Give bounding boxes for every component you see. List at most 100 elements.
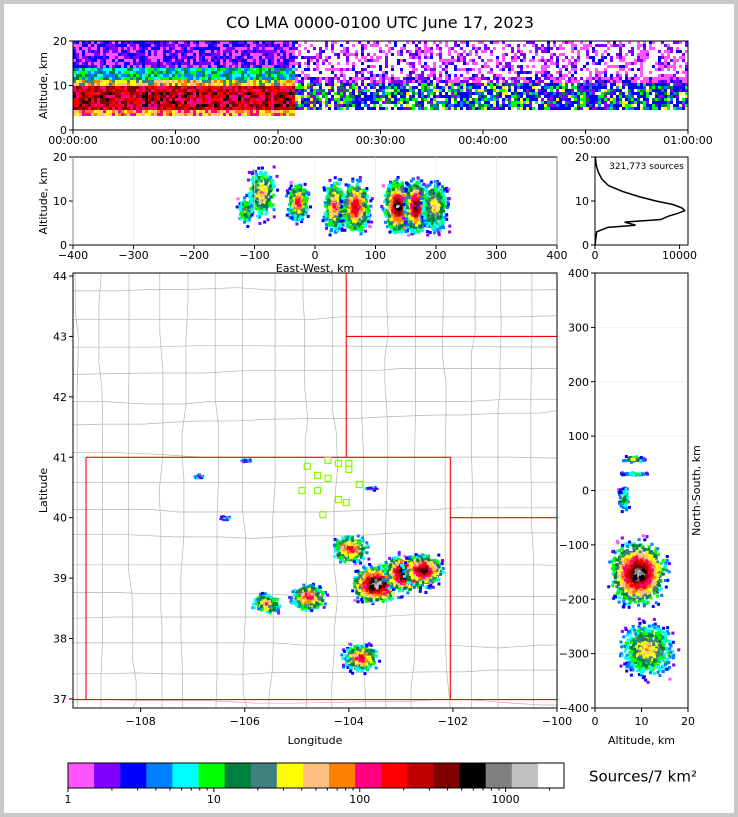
time-height-bin	[103, 47, 106, 50]
time-height-bin	[145, 92, 148, 95]
ew-bin	[246, 205, 250, 209]
time-height-bin	[673, 41, 676, 44]
time-height-bin	[622, 65, 625, 68]
time-height-bin	[175, 44, 178, 47]
time-height-bin	[151, 53, 154, 56]
time-height-bin	[538, 77, 541, 80]
time-height-bin	[346, 41, 349, 44]
time-height-bin	[73, 77, 76, 80]
time-height-bin	[175, 80, 178, 83]
time-height-bin	[655, 68, 658, 71]
time-height-bin	[475, 74, 478, 77]
time-height-bin	[76, 53, 79, 56]
time-height-bin	[124, 107, 127, 110]
time-height-bin	[595, 95, 598, 98]
time-height-bin	[517, 107, 520, 110]
time-height-bin	[244, 98, 247, 101]
time-height-bin	[205, 56, 208, 59]
time-height-bin	[268, 71, 271, 74]
time-height-bin	[592, 101, 595, 104]
time-height-bin	[241, 113, 244, 116]
ew-bin	[305, 208, 309, 212]
time-height-bin	[403, 77, 406, 80]
time-height-bin	[223, 89, 226, 92]
time-height-bin	[181, 41, 184, 44]
time-height-bin	[379, 89, 382, 92]
time-height-bin	[118, 71, 121, 74]
time-height-bin	[166, 68, 169, 71]
time-height-bin	[208, 80, 211, 83]
time-height-bin	[130, 113, 133, 116]
time-height-bin	[97, 53, 100, 56]
time-height-bin	[238, 56, 241, 59]
time-height-bin	[445, 77, 448, 80]
time-height-bin	[154, 65, 157, 68]
time-height-bin	[202, 89, 205, 92]
time-height-bin	[337, 104, 340, 107]
time-height-bin	[163, 59, 166, 62]
time-height-bin	[208, 53, 211, 56]
time-height-bin	[676, 83, 679, 86]
time-height-bin	[268, 86, 271, 89]
time-height-bin	[646, 50, 649, 53]
time-height-bin	[130, 110, 133, 113]
time-height-bin	[181, 101, 184, 104]
time-height-bin	[289, 62, 292, 65]
time-height-bin	[430, 104, 433, 107]
time-height-bin	[463, 83, 466, 86]
time-height-bin	[601, 107, 604, 110]
time-height-bin	[139, 50, 142, 53]
time-height-bin	[652, 104, 655, 107]
time-height-bin	[652, 86, 655, 89]
ew-bin	[339, 197, 343, 201]
time-height-bin	[595, 86, 598, 89]
time-height-bin	[178, 74, 181, 77]
time-height-bin	[403, 83, 406, 86]
time-height-bin	[331, 71, 334, 74]
ew-bin	[252, 169, 256, 173]
time-height-bin	[592, 107, 595, 110]
time-height-bin	[607, 80, 610, 83]
time-height-bin	[565, 68, 568, 71]
time-height-bin	[457, 89, 460, 92]
ew-bin	[255, 207, 259, 211]
time-height-bin	[133, 104, 136, 107]
time-height-bin	[244, 53, 247, 56]
time-height-bin	[124, 41, 127, 44]
time-height-bin	[622, 80, 625, 83]
time-height-bin	[682, 89, 685, 92]
ew-bin	[252, 187, 256, 191]
time-height-bin	[151, 83, 154, 86]
time-height-bin	[208, 62, 211, 65]
time-height-bin	[460, 98, 463, 101]
time-height-bin	[118, 74, 121, 77]
time-height-bin	[184, 86, 187, 89]
time-height-bin	[571, 50, 574, 53]
time-height-bin	[289, 65, 292, 68]
time-height-bin	[142, 53, 145, 56]
time-height-bin	[625, 95, 628, 98]
time-height-bin	[229, 53, 232, 56]
time-height-bin	[136, 56, 139, 59]
time-height-bin	[583, 86, 586, 89]
time-height-bin	[334, 92, 337, 95]
time-height-bin	[208, 44, 211, 47]
time-height-bin	[253, 110, 256, 113]
time-height-bin	[373, 77, 376, 80]
time-height-bin	[91, 107, 94, 110]
time-height-bin	[166, 107, 169, 110]
time-height-bin	[97, 89, 100, 92]
ew-bin	[326, 190, 330, 194]
time-height-bin	[274, 68, 277, 71]
time-height-bin	[484, 83, 487, 86]
time-height-bin	[310, 101, 313, 104]
time-height-bin	[679, 77, 682, 80]
time-height-bin	[643, 77, 646, 80]
time-height-bin	[103, 62, 106, 65]
time-height-bin	[433, 83, 436, 86]
time-height-bin	[85, 47, 88, 50]
time-height-bin	[619, 56, 622, 59]
time-height-bin	[637, 89, 640, 92]
ew-bin	[263, 185, 267, 189]
time-height-bin	[121, 41, 124, 44]
